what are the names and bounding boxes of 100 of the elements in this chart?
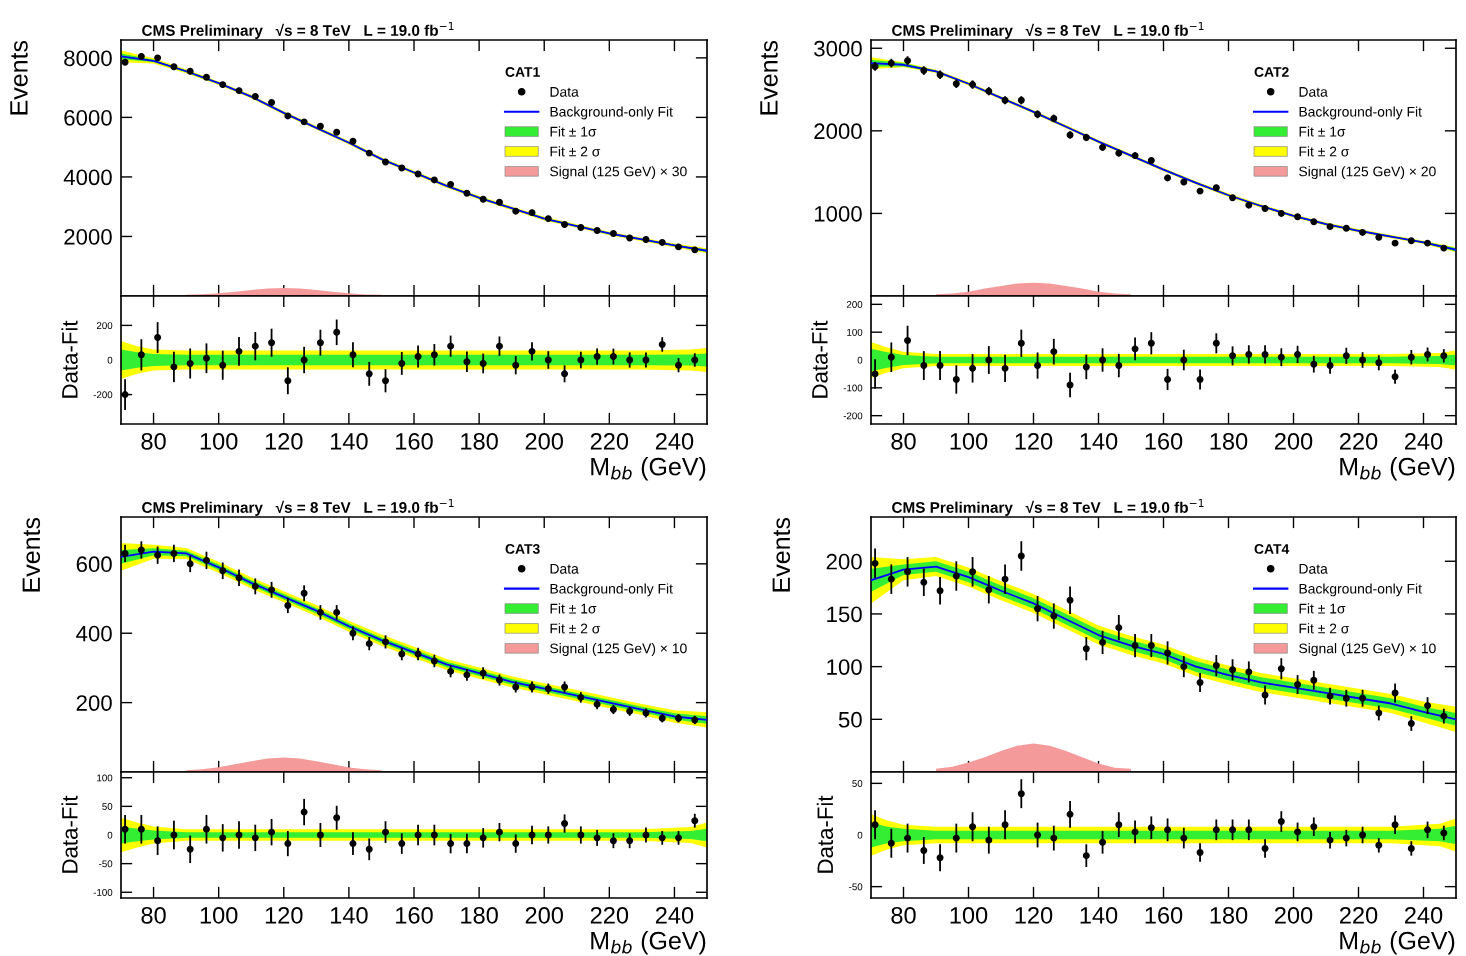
y-tick-label: -200: [843, 412, 863, 420]
y-tick-label: 50: [852, 780, 863, 787]
x-tick-label: 140: [330, 906, 368, 924]
legend-label: Fit ± 2 σ: [1299, 623, 1350, 634]
y-tick-label: 200: [76, 695, 112, 711]
legend-label: Data: [550, 87, 579, 97]
legend-label: Background-only Fit: [550, 106, 673, 120]
y-tick-label: -50: [99, 860, 113, 868]
x-tick-label: 100: [950, 432, 988, 450]
legend-label: Signal (125 GeV) × 10: [1299, 643, 1436, 657]
x-tick-label: 120: [265, 906, 303, 924]
x-tick-label: 180: [1210, 906, 1248, 924]
y-tick-label: 150: [827, 606, 862, 623]
y-axis-title: Events: [760, 40, 778, 115]
x-tick-label: 160: [396, 432, 433, 450]
x-tick-label: 100: [200, 432, 238, 450]
y-axis-title: Events: [22, 517, 41, 592]
x-tick-label: 120: [1015, 432, 1053, 450]
legend-title: CAT2: [1254, 67, 1289, 77]
legend-label: Fit ± 2 σ: [550, 623, 601, 634]
y-tick-label: 100: [97, 774, 113, 782]
x-axis-title: M$_{bb}$ (GeV): [591, 931, 706, 955]
x-axis-title: M$_{bb}$ (GeV): [1340, 457, 1455, 481]
y-tick-label: 2000: [814, 123, 862, 140]
y-axis-title: Events: [772, 517, 791, 592]
x-tick-label: 100: [950, 906, 988, 924]
y-tick-label: 2000: [64, 229, 112, 245]
legend-label: Signal (125 GeV) × 20: [1299, 166, 1436, 180]
x-tick-label: 80: [891, 432, 916, 450]
y-tick-label: 1000: [814, 205, 862, 222]
legend-label: Fit ± 1σ: [550, 603, 597, 614]
legend-label: Signal (125 GeV) × 10: [550, 643, 687, 657]
chart-title: CMS Preliminary √s = 8 TeV L = 19.0 fb$^{−1}$: [142, 22, 454, 39]
y-tick-label: 4000: [63, 169, 112, 186]
x-tick-label: 240: [655, 906, 694, 924]
x-tick-label: 160: [1145, 906, 1183, 924]
y-axis-title: Data-Fit: [816, 795, 834, 873]
y-tick-label: -50: [849, 883, 863, 891]
x-tick-label: 120: [265, 432, 303, 450]
y-tick-label: 0: [107, 831, 113, 839]
y-tick-label: 0: [857, 831, 863, 839]
x-tick-label: 240: [1404, 432, 1443, 450]
y-axis-title: Events: [10, 40, 28, 115]
x-tick-label: 100: [200, 906, 238, 924]
y-tick-label: 400: [76, 625, 112, 642]
legend-label: Data: [1299, 564, 1328, 574]
legend-label: Fit ± 2 σ: [1299, 146, 1350, 157]
legend-label: Fit ± 1σ: [1299, 603, 1346, 614]
legend-title: CAT1: [505, 67, 540, 77]
chart-title: CMS Preliminary √s = 8 TeV L = 19.0 fb$^{−1}$: [892, 22, 1204, 39]
y-tick-label: 200: [846, 301, 863, 308]
legend-label: Fit ± 1σ: [550, 126, 597, 137]
x-tick-label: 140: [1080, 432, 1118, 450]
legend-title: CAT3: [505, 544, 540, 554]
y-tick-label: 50: [838, 711, 862, 728]
y-tick-label: -100: [93, 889, 113, 896]
x-tick-label: 160: [396, 906, 433, 924]
y-tick-label: -100: [843, 384, 863, 392]
y-axis-title: Data-Fit: [61, 795, 78, 873]
y-tick-label: 8000: [64, 50, 112, 67]
x-tick-label: 220: [590, 432, 629, 450]
x-tick-label: 180: [1210, 432, 1248, 450]
legend-label: Signal (125 GeV) × 30: [550, 166, 687, 180]
y-tick-label: 100: [847, 328, 863, 336]
x-tick-label: 80: [141, 906, 166, 924]
y-tick-label: 0: [857, 356, 863, 364]
x-tick-label: 200: [1274, 432, 1313, 450]
y-axis-title: Data-Fit: [811, 320, 828, 398]
x-tick-label: 240: [1404, 906, 1443, 924]
x-tick-label: 240: [655, 432, 694, 450]
y-tick-label: 100: [827, 659, 862, 675]
x-tick-label: 80: [141, 432, 166, 450]
x-tick-label: 120: [1015, 906, 1053, 924]
y-tick-label: 0: [107, 356, 113, 364]
y-axis-title: Data-Fit: [61, 320, 78, 398]
y-tick-label: 600: [76, 556, 112, 573]
y-tick-label: 6000: [64, 109, 112, 126]
x-tick-label: 140: [1080, 906, 1118, 924]
y-tick-label: 200: [826, 553, 862, 570]
x-tick-label: 220: [590, 906, 629, 924]
legend-label: Fit ± 2 σ: [550, 146, 601, 157]
x-tick-label: 80: [891, 906, 916, 924]
x-tick-label: 200: [525, 432, 563, 450]
legend-label: Data: [1299, 87, 1328, 97]
legend-title: CAT4: [1254, 544, 1290, 554]
legend-label: Background-only Fit: [1299, 583, 1422, 597]
y-tick-label: 50: [102, 803, 113, 810]
x-tick-label: 180: [461, 906, 498, 924]
x-axis-title: M$_{bb}$ (GeV): [591, 457, 706, 481]
legend-label: Background-only Fit: [550, 583, 673, 597]
x-tick-label: 160: [1145, 432, 1183, 450]
chart-title: CMS Preliminary √s = 8 TeV L = 19.0 fb$^{−1}$: [142, 499, 454, 516]
legend-label: Data: [550, 564, 579, 574]
y-tick-label: -200: [93, 391, 113, 399]
legend-label: Background-only Fit: [1299, 106, 1422, 120]
x-tick-label: 140: [330, 432, 368, 450]
x-tick-label: 220: [1339, 432, 1378, 450]
x-tick-label: 200: [525, 906, 563, 924]
chart-title: CMS Preliminary √s = 8 TeV L = 19.0 fb$^{−1}$: [892, 499, 1204, 516]
y-tick-label: 200: [96, 322, 113, 330]
